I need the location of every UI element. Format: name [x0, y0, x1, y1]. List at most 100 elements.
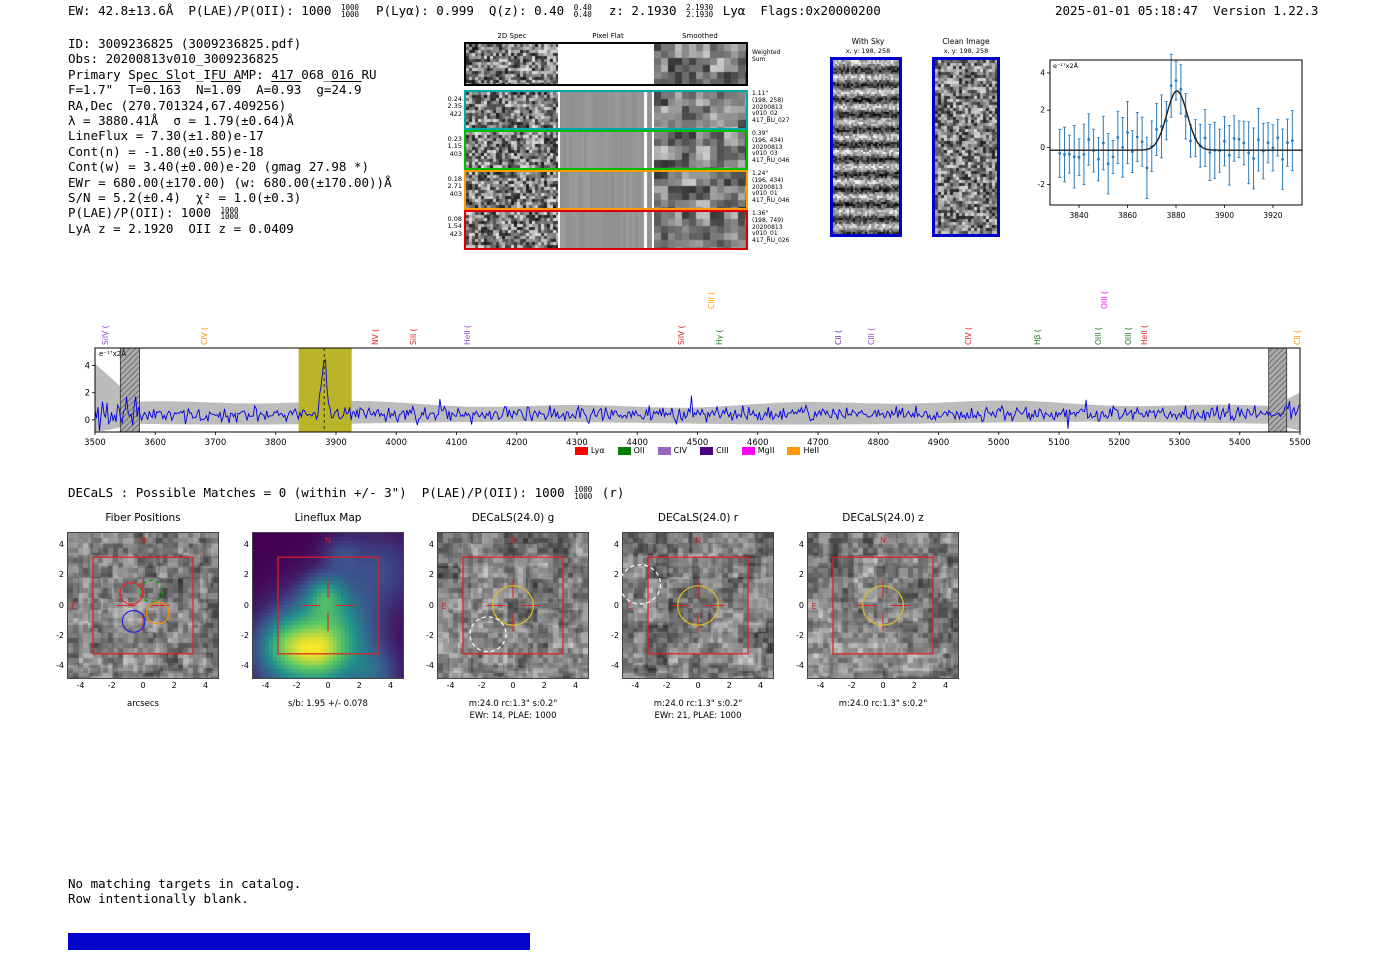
strip-right-value: v010_03	[752, 150, 778, 158]
y-tick-label: -4	[611, 660, 619, 670]
col-title-2dspec: 2D Spec	[497, 32, 527, 40]
stacked-fraction: 1000 1000	[220, 205, 239, 222]
clean-image	[932, 57, 1000, 237]
aperture-circle	[862, 585, 904, 626]
col-title-smoothed: Smoothed	[682, 32, 718, 40]
x-tick-label: 0	[695, 681, 701, 690]
data-point	[1063, 153, 1066, 156]
axis-label: 4700	[807, 438, 829, 448]
spectrum-legend: Lyα OII CIV CIII MgII HeII	[417, 446, 977, 455]
extraction-box	[647, 556, 749, 655]
masked-region	[119, 347, 140, 433]
text-segment: 0.93	[271, 82, 302, 98]
info-line: λ = 3880.41Å σ = 1.79(±0.64)Å	[68, 113, 392, 128]
strip-2dspec-image	[466, 172, 558, 208]
y-tick-label: 2	[798, 570, 804, 580]
summary-header: EW: 42.8±13.6Å P(LAE)/P(OII): 1000 1000 1…	[68, 3, 881, 19]
info-line: Cont(n) = -1.80(±0.55)e-18	[68, 144, 392, 159]
text-segment: Primary Spec_Slot_IFU_AMP: 417_068_016_R…	[68, 66, 377, 82]
y-tick-label: 4	[58, 540, 64, 550]
y-tick-label: -2	[241, 630, 249, 640]
with-sky-image	[830, 57, 902, 237]
x-tick-label: -2	[477, 681, 486, 690]
strip-left-labels: 0.23 1.15 403	[438, 135, 462, 158]
decals_r-overlay: NE	[619, 536, 749, 655]
legend-swatch	[741, 446, 755, 455]
strip-right-value: v010_01	[752, 230, 778, 238]
info-line: RA,Dec (270.701324,67.409256)	[68, 98, 392, 113]
text-segment: LyA z = 2.1920 OII z = 0.0409	[68, 220, 294, 236]
legend-label: OII	[633, 446, 645, 455]
text-segment: 0.163	[143, 82, 181, 98]
x-tick-label: 4	[757, 681, 764, 690]
axis-label: 5300	[1169, 438, 1191, 448]
strip-left-labels: 0.24 2.35 422	[438, 95, 462, 118]
panel-caption: EWr: 21, PLAE: 1000	[654, 711, 742, 721]
extraction-box	[277, 556, 379, 655]
emission-line-label: CIV (	[200, 327, 210, 345]
axis-label: 5000	[988, 438, 1010, 448]
fiber-circle	[121, 609, 146, 633]
axis-label: 5400	[1229, 438, 1251, 448]
emission-line-label: CIII (	[706, 291, 716, 309]
axis-label: N	[140, 536, 146, 545]
data-point	[1266, 141, 1270, 145]
x-tick-label: 4	[572, 681, 579, 690]
axis-label: 4300	[566, 438, 588, 448]
text-segment: 1.09	[211, 82, 242, 98]
strip-pixelflat-image	[560, 132, 652, 168]
data-point	[1208, 151, 1212, 154]
strip-right-value: (196, 434)	[752, 136, 784, 144]
fiber-circle	[139, 579, 164, 603]
axis-label: 4100	[446, 438, 468, 448]
axis-label: E	[811, 602, 816, 611]
strip-right-labels: 1.11" (198, 258) 20200813 v010_02 417_BU_027	[752, 90, 816, 125]
info-line: S/N = 5.2(±0.4) χ² = 1.0(±0.3)	[68, 190, 392, 205]
legend-label: MgII	[757, 446, 775, 455]
data-point	[1121, 145, 1125, 149]
data-point	[1130, 150, 1134, 154]
y-tick-label: -4	[241, 660, 249, 670]
panel-caption: s/b: 1.95 +/- 0.078	[288, 699, 368, 709]
info-line: ID: 3009236825 (3009236825.pdf)	[68, 36, 392, 51]
data-point	[1077, 155, 1081, 159]
x-tick-label: 2	[356, 681, 362, 690]
strip-smoothed-image	[654, 212, 746, 248]
axis-label: 4	[1040, 69, 1045, 78]
y-tick-label: -2	[56, 630, 64, 640]
noise-envelope	[95, 363, 1300, 432]
axis-label: 0	[85, 416, 90, 426]
lya-highlight-band	[298, 348, 352, 432]
cutout-panel-decals_z: DECaLS(24.0) z N E -4 -4 -2 -2 0 0 2 2 4 4 m:24.0 rc:…	[778, 509, 993, 724]
strip-right-value: v010_01	[752, 190, 778, 198]
data-point	[1145, 166, 1149, 170]
stacked-fraction: 1000 1000	[340, 3, 359, 19]
strip-left-value: 403	[449, 149, 462, 158]
y-tick-label: -4	[796, 660, 804, 670]
text-segment: λ = 3880.41Å σ = 1.79(±0.64)Å	[68, 112, 294, 128]
data-point	[1286, 141, 1289, 145]
x-tick-label: -4	[76, 681, 85, 690]
weighted-sum-label: Weighted Sum	[752, 49, 816, 64]
emission-line-label: HeII (	[1139, 325, 1149, 345]
y-tick-label: 0	[428, 600, 434, 610]
strip-pixelflat-image	[560, 212, 652, 248]
text-segment: (r)	[594, 485, 625, 500]
strip-left-value: 0.23	[447, 135, 462, 143]
axis-label: 3900	[1215, 211, 1234, 220]
data-point	[1184, 114, 1188, 118]
data-point	[1116, 135, 1120, 139]
data-point	[1179, 87, 1183, 91]
text-segment: EWr = 680.00(±170.00) (w: 680.00(±170.00…	[68, 174, 392, 190]
pixel-flat-empty	[560, 44, 652, 84]
info-line: LineFlux = 7.30(±1.80)e-17	[68, 128, 392, 143]
axis-label: N	[325, 536, 331, 545]
axis-label: 4000	[385, 438, 407, 448]
data-point	[1237, 137, 1241, 141]
strip-2dspec-image	[466, 132, 558, 168]
legend-swatch	[617, 446, 631, 455]
data-point	[1281, 157, 1285, 161]
emission-line-label: HeII (	[462, 325, 472, 345]
text-segment: S/N = 5.2(±0.4) χ² = 1.0(±0.3)	[68, 189, 302, 205]
aperture-circle	[677, 585, 719, 626]
